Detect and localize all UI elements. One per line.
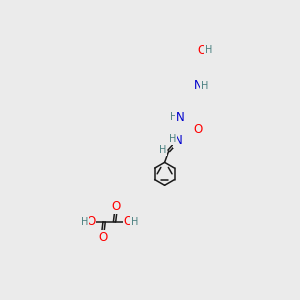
- Text: O: O: [98, 231, 107, 244]
- Text: O: O: [124, 215, 133, 228]
- Text: H: H: [159, 145, 167, 155]
- Text: H: H: [81, 217, 88, 227]
- Text: O: O: [86, 215, 95, 228]
- Text: O: O: [197, 44, 207, 57]
- Text: N: N: [174, 134, 182, 147]
- Text: H: H: [169, 134, 176, 144]
- Text: H: H: [131, 217, 138, 227]
- Text: O: O: [194, 122, 203, 136]
- Text: N: N: [194, 79, 202, 92]
- Text: N: N: [176, 111, 184, 124]
- Text: H: H: [205, 45, 212, 55]
- Text: O: O: [112, 200, 121, 213]
- Text: H: H: [201, 81, 208, 91]
- Text: H: H: [170, 112, 178, 122]
